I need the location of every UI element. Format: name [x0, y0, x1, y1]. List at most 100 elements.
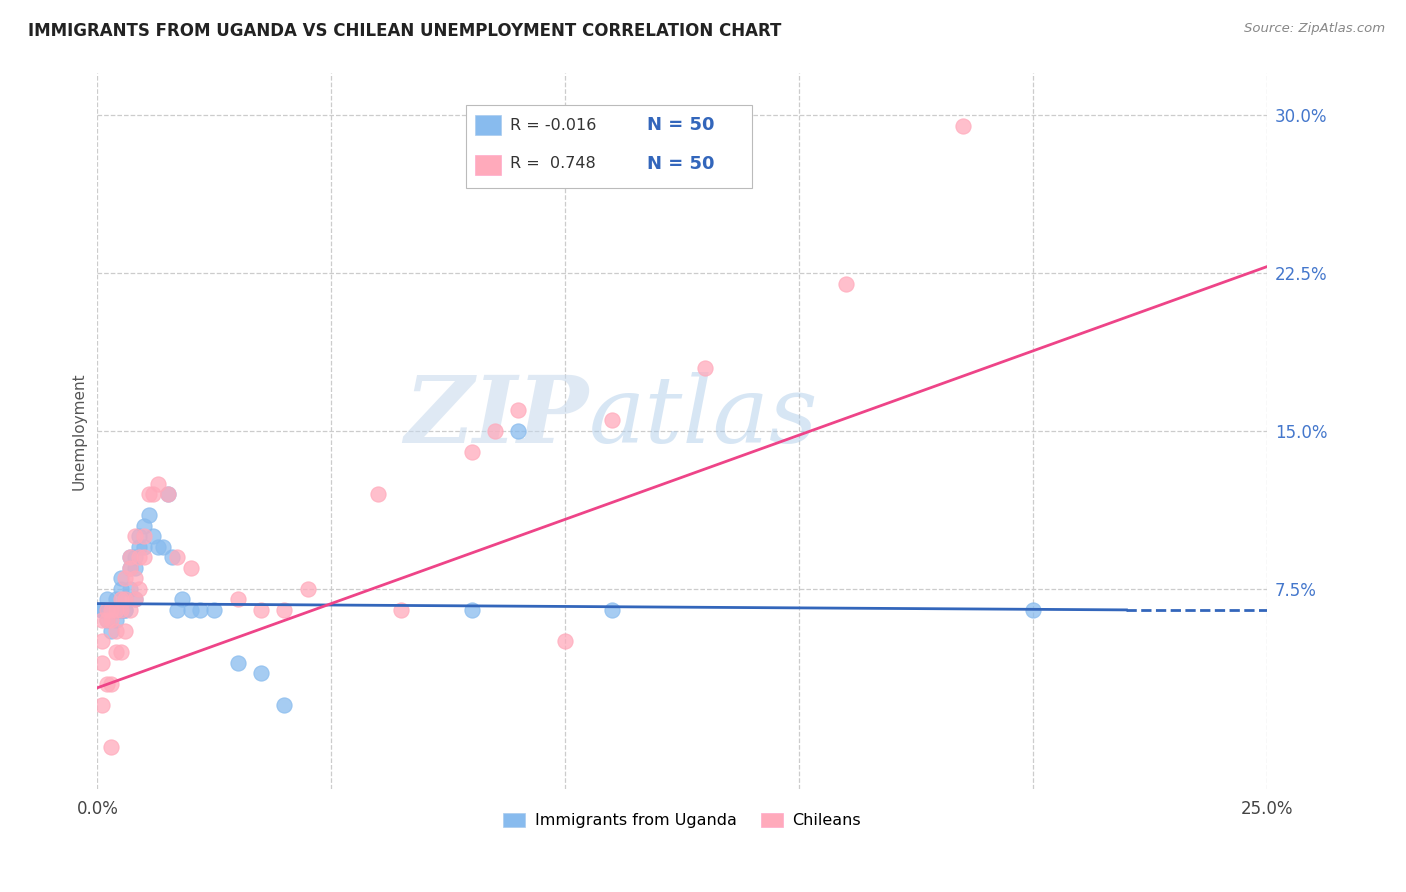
Point [100, 603, 122, 617]
Point [124, 529, 146, 543]
Point [114, 603, 136, 617]
Point [484, 424, 506, 438]
Point [110, 645, 132, 659]
Point [188, 603, 211, 617]
Point [508, 424, 530, 438]
Point [124, 550, 146, 565]
Point [250, 603, 273, 617]
Text: ZIP: ZIP [405, 372, 589, 461]
Point [100, 676, 122, 690]
Point [273, 603, 295, 617]
Point [114, 603, 136, 617]
Point [100, 614, 122, 628]
Point [156, 487, 179, 501]
Point [142, 487, 165, 501]
Point [124, 592, 146, 607]
Point [91, 634, 114, 648]
Point [142, 529, 165, 543]
Point [134, 518, 156, 533]
Point [91, 656, 114, 670]
Point [100, 603, 122, 617]
Point [146, 540, 169, 554]
Point [120, 603, 142, 617]
Point [114, 624, 136, 638]
Point [389, 603, 412, 617]
Point [297, 582, 319, 596]
FancyBboxPatch shape [475, 155, 501, 176]
Point [160, 550, 183, 565]
Point [105, 614, 128, 628]
Point [250, 666, 273, 681]
Point [91, 603, 114, 617]
Point [273, 698, 295, 712]
Point [695, 360, 717, 375]
Point [146, 476, 169, 491]
Point [105, 592, 128, 607]
Point [166, 550, 188, 565]
Point [202, 603, 225, 617]
Point [134, 550, 156, 565]
Point [180, 561, 202, 575]
Point [952, 119, 974, 133]
Point [110, 603, 132, 617]
Point [96, 614, 118, 628]
Point [91, 603, 114, 617]
Text: N = 50: N = 50 [647, 116, 714, 134]
Text: N = 50: N = 50 [647, 155, 714, 173]
Point [128, 582, 150, 596]
Point [120, 550, 142, 565]
Point [166, 603, 188, 617]
Point [460, 603, 482, 617]
Point [96, 603, 118, 617]
Point [105, 624, 128, 638]
Point [110, 571, 132, 585]
Point [835, 277, 858, 291]
Point [120, 561, 142, 575]
Point [152, 540, 174, 554]
Point [460, 445, 482, 459]
Point [1022, 603, 1045, 617]
Text: IMMIGRANTS FROM UGANDA VS CHILEAN UNEMPLOYMENT CORRELATION CHART: IMMIGRANTS FROM UGANDA VS CHILEAN UNEMPL… [28, 22, 782, 40]
Point [114, 571, 136, 585]
Text: R = -0.016: R = -0.016 [510, 118, 596, 133]
Point [96, 603, 118, 617]
Point [100, 624, 122, 638]
Point [128, 529, 150, 543]
Point [134, 540, 156, 554]
Point [114, 592, 136, 607]
Point [96, 603, 118, 617]
Point [110, 603, 132, 617]
Point [91, 614, 114, 628]
Point [105, 603, 128, 617]
Point [114, 592, 136, 607]
Point [508, 402, 530, 417]
Point [96, 614, 118, 628]
Point [100, 603, 122, 617]
Point [96, 676, 118, 690]
Point [124, 561, 146, 575]
Point [600, 413, 623, 427]
Point [91, 698, 114, 712]
Point [367, 487, 389, 501]
Point [120, 582, 142, 596]
Y-axis label: Unemployment: Unemployment [72, 372, 86, 490]
Text: R =  0.748: R = 0.748 [510, 156, 596, 171]
FancyBboxPatch shape [465, 105, 752, 187]
Point [105, 603, 128, 617]
Point [156, 487, 179, 501]
Point [128, 540, 150, 554]
Point [600, 603, 623, 617]
Point [138, 508, 160, 523]
Point [226, 656, 249, 670]
Point [134, 529, 156, 543]
Point [124, 592, 146, 607]
Point [128, 550, 150, 565]
Point [226, 592, 249, 607]
Point [110, 603, 132, 617]
Text: Source: ZipAtlas.com: Source: ZipAtlas.com [1244, 22, 1385, 36]
Legend: Immigrants from Uganda, Chileans: Immigrants from Uganda, Chileans [496, 806, 868, 835]
Point [105, 645, 128, 659]
Point [96, 592, 118, 607]
Point [120, 561, 142, 575]
Point [105, 603, 128, 617]
